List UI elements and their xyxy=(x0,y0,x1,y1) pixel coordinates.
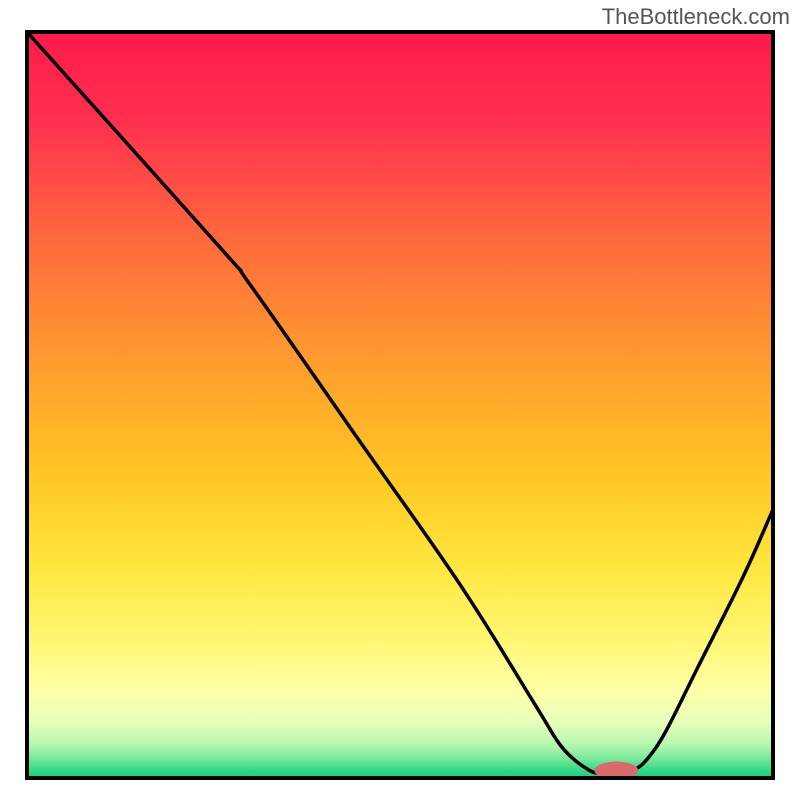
plot-area xyxy=(27,32,773,780)
gradient-background xyxy=(27,32,773,778)
bottleneck-curve-chart xyxy=(0,0,800,800)
chart-container: TheBottleneck.com xyxy=(0,0,800,800)
watermark-text: TheBottleneck.com xyxy=(602,4,790,30)
